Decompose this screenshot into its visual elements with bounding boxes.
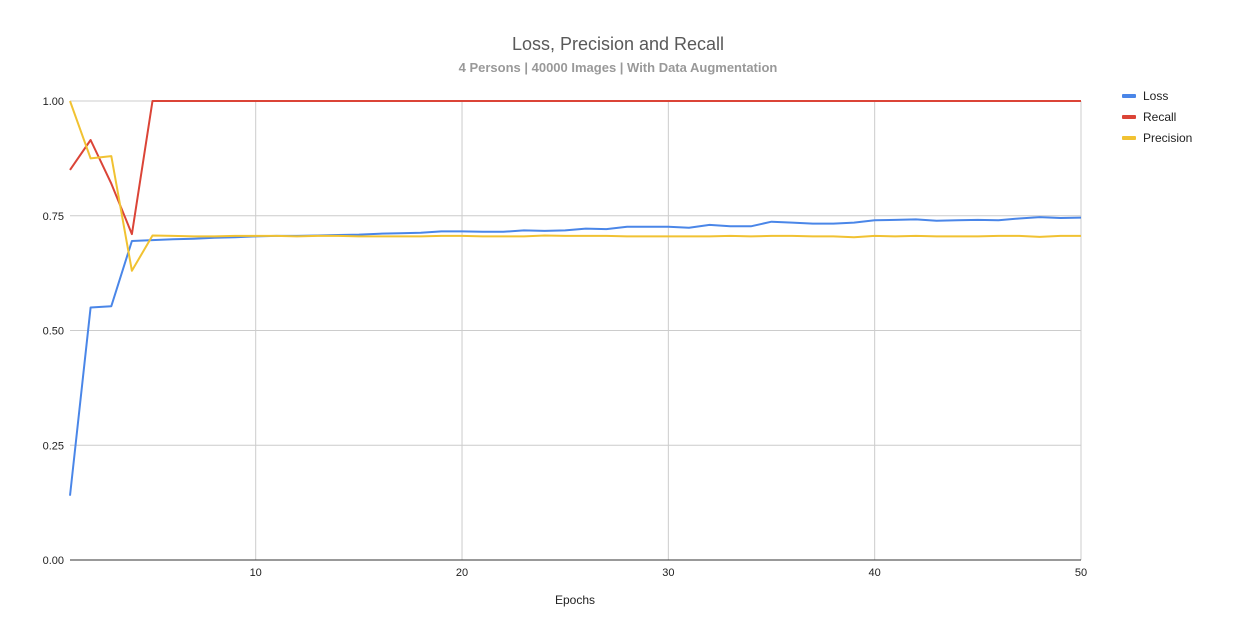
legend-label-recall: Recall bbox=[1143, 110, 1176, 124]
x-axis-title: Epochs bbox=[555, 593, 595, 607]
legend-swatch-precision bbox=[1122, 136, 1136, 140]
chart-subtitle: 4 Persons | 40000 Images | With Data Aug… bbox=[459, 60, 778, 75]
y-tick-label: 0.25 bbox=[43, 440, 64, 452]
series-line-precision bbox=[69, 100, 1081, 272]
y-tick-label: 0.50 bbox=[43, 326, 64, 338]
legend-label-loss: Loss bbox=[1143, 89, 1168, 103]
x-tick-label: 30 bbox=[662, 567, 674, 579]
y-tick-label: 0.75 bbox=[43, 211, 64, 223]
legend: Loss Recall Precision bbox=[1122, 89, 1192, 145]
x-tick-label: 10 bbox=[250, 567, 262, 579]
series-line-loss bbox=[69, 216, 1082, 496]
y-tick-label: 1.00 bbox=[43, 96, 64, 108]
x-tick-label: 40 bbox=[869, 567, 881, 579]
gridlines bbox=[70, 100, 1082, 560]
x-tick-label: 20 bbox=[456, 567, 468, 579]
legend-label-precision: Precision bbox=[1143, 131, 1192, 145]
axes: 0.00 0.25 0.50 0.75 1.00 10 20 30 40 50 bbox=[43, 96, 1088, 579]
legend-swatch-recall bbox=[1122, 115, 1136, 119]
series-lines bbox=[69, 100, 1082, 496]
y-tick-label: 0.00 bbox=[43, 555, 64, 567]
x-tick-label: 50 bbox=[1075, 567, 1087, 579]
series-line-recall bbox=[69, 100, 1081, 236]
chart-title: Loss, Precision and Recall bbox=[512, 34, 724, 54]
legend-swatch-loss bbox=[1122, 94, 1136, 98]
